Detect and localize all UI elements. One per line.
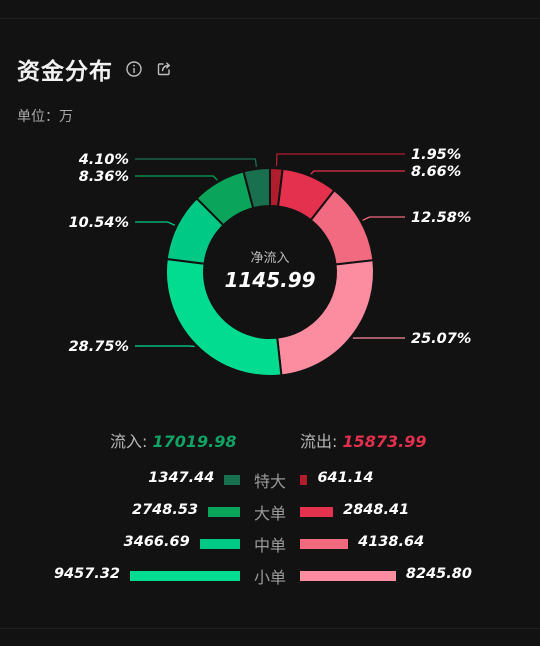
fund-distribution-donut-chart: 1.95% 8.66% 12.58% 25.07% 28.75% 10.54% 8.36% 4… [0, 130, 540, 410]
category-label: 大单 [253, 504, 286, 523]
inflow-value: 2748.53 [132, 502, 199, 518]
inflow-bar [224, 475, 240, 485]
flow-row-super: 1347.44 特大 641.14 [0, 467, 540, 491]
unit-label: 单位：万 [17, 109, 73, 125]
totals-row: 流入: 17019.98 流出: 15873.99 [0, 428, 540, 452]
inflow-label: 流入: [110, 432, 153, 451]
share-icon[interactable] [155, 60, 173, 78]
slice-percent-label: 25.07% [411, 331, 471, 347]
outflow-bar [300, 507, 334, 517]
leader-line [362, 216, 405, 221]
category-label: 小单 [253, 568, 286, 587]
outflow-bar [300, 539, 349, 549]
leader-line [135, 221, 176, 226]
top-divider [0, 18, 540, 19]
donut-slice [165, 257, 283, 377]
bottom-divider [0, 628, 540, 629]
inflow-value: 1347.44 [148, 470, 215, 486]
flow-row-medium: 3466.69 中单 4138.64 [0, 531, 540, 555]
outflow-value: 15873.99 [342, 432, 427, 451]
outflow-value: 2848.41 [343, 502, 410, 518]
center-value: 1145.99 [224, 268, 315, 292]
outflow-bar [300, 475, 308, 485]
category-label: 中单 [253, 536, 286, 555]
flow-row-small: 9457.32 小单 8245.80 [0, 563, 540, 587]
leader-line [310, 170, 405, 175]
section-header: 资金分布 [17, 52, 173, 86]
inflow-bar [130, 571, 240, 581]
slice-percent-label: 28.75% [69, 339, 129, 355]
flow-row-large: 2748.53 大单 2848.41 [0, 499, 540, 523]
info-icon[interactable] [125, 60, 143, 78]
center-label: 净流入 [250, 251, 289, 266]
slice-percent-label: 8.66% [411, 164, 461, 180]
inflow-total: 流入: 17019.98 [110, 428, 237, 452]
leader-line [135, 175, 218, 181]
leader-line [275, 153, 405, 167]
section-title: 资金分布 [17, 59, 113, 85]
category-label: 特大 [253, 472, 286, 491]
inflow-value: 17019.98 [152, 432, 237, 451]
donut-slice [242, 166, 271, 210]
outflow-bar [300, 571, 396, 581]
outflow-total: 流出: 15873.99 [300, 428, 427, 452]
inflow-value: 3466.69 [123, 534, 190, 550]
outflow-value: 8245.80 [405, 566, 472, 582]
inflow-bar [199, 539, 240, 549]
slice-percent-label: 8.36% [79, 169, 129, 185]
slice-percent-label: 1.95% [411, 147, 461, 163]
slice-percent-label: 10.54% [69, 215, 129, 231]
leader-line [135, 158, 258, 167]
slice-percent-label: 4.10% [78, 152, 129, 168]
inflow-bar [208, 507, 240, 517]
outflow-value: 641.14 [317, 470, 374, 486]
inflow-value: 9457.32 [53, 566, 120, 582]
outflow-label: 流出: [300, 432, 343, 451]
slice-percent-label: 12.58% [411, 210, 471, 226]
outflow-value: 4138.64 [358, 534, 425, 550]
